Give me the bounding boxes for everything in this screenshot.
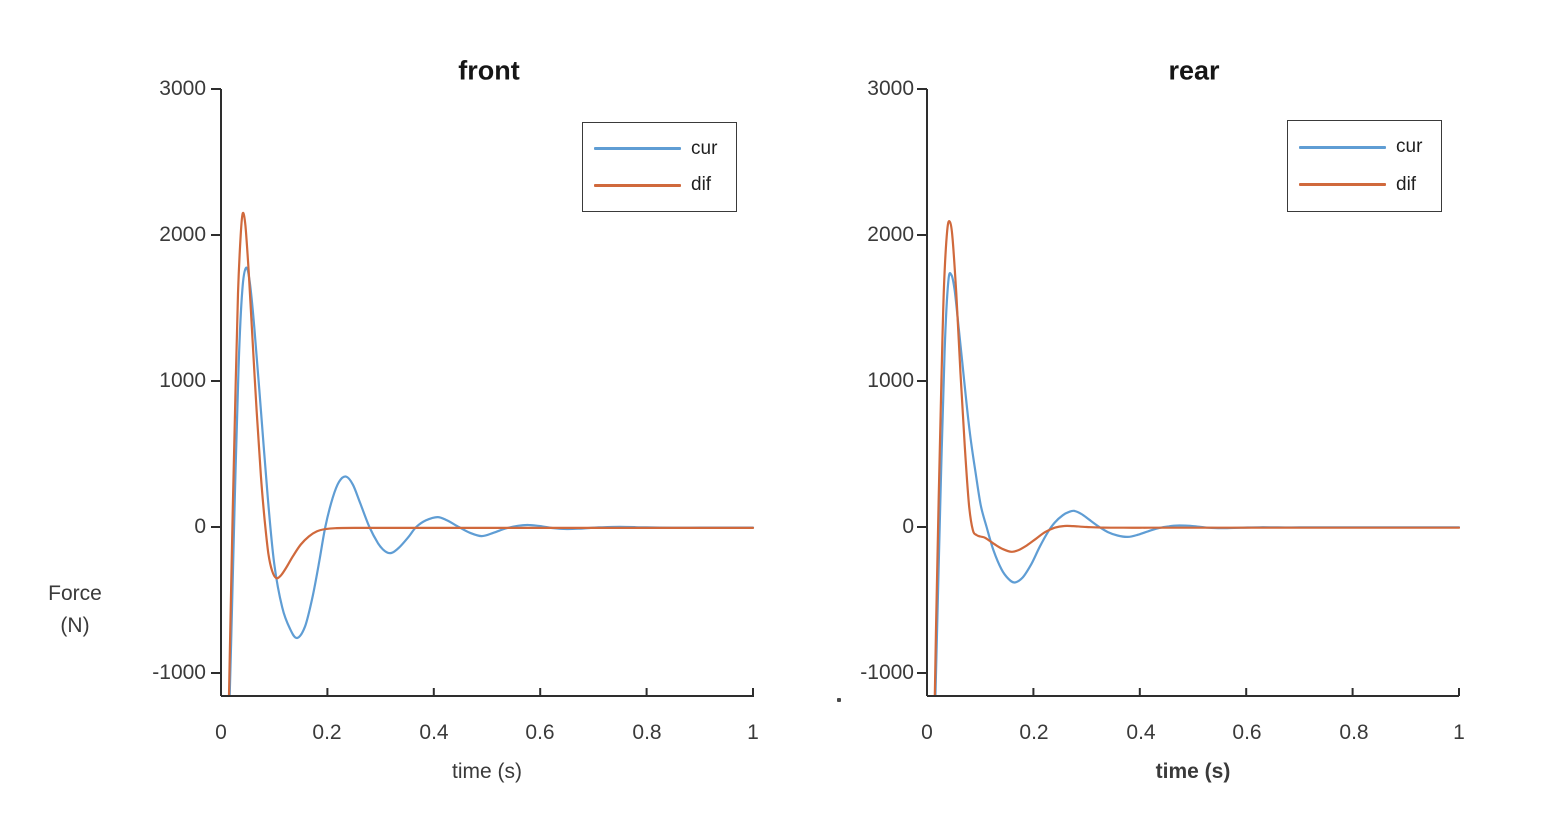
shared-yaxis-label: Force (N) [48, 578, 102, 641]
rear-legend-label-cur: cur [1396, 136, 1423, 158]
dif-line-sample [1299, 183, 1386, 187]
front-xtick-0: 0 [215, 721, 227, 744]
rear-ytick-neg1000: -1000 [860, 660, 914, 684]
rear-xtick-06: 0.6 [1232, 721, 1262, 744]
yaxis-label-line1: Force [48, 582, 102, 605]
front-legend-row-dif: dif [583, 174, 736, 196]
rear-axes [917, 88, 1460, 697]
front-xtick-1: 1 [747, 721, 759, 744]
front-axes [211, 88, 754, 697]
rear-ytick-2000: 2000 [867, 222, 914, 246]
rear-title: rear [1168, 55, 1220, 86]
front-curves [227, 211, 755, 697]
rear-ytick-0: 0 [902, 514, 914, 538]
stray-mark [837, 698, 841, 702]
front-xtick-04: 0.4 [419, 721, 449, 744]
front-xtick-06: 0.6 [525, 721, 555, 744]
rear-xtick-08: 0.8 [1339, 721, 1369, 744]
front-plot-area [211, 88, 755, 697]
front-legend: cur dif [582, 122, 737, 212]
front-series-dif [227, 211, 755, 697]
rear-xaxis-label: time (s) [1155, 760, 1231, 783]
front-ytick-3000: 3000 [159, 76, 206, 100]
rear-legend-label-dif: dif [1396, 173, 1417, 195]
rear-series-cur [934, 271, 1460, 697]
rear-xtick-02: 0.2 [1019, 721, 1049, 744]
dif-line-sample [594, 183, 681, 187]
cur-line-sample [594, 147, 681, 151]
rear-xtick-1: 1 [1453, 721, 1465, 744]
rear-ytick-3000: 3000 [867, 76, 914, 100]
front-xtick-02: 0.2 [312, 721, 342, 744]
front-ytick-2000: 2000 [159, 222, 206, 246]
front-ytick-1000: 1000 [159, 368, 206, 392]
front-legend-label-dif: dif [691, 174, 712, 196]
front-series-cur [228, 266, 755, 697]
rear-legend-row-dif: dif [1288, 174, 1441, 196]
rear-legend-row-cur: cur [1288, 136, 1441, 158]
front-title: front [458, 55, 520, 86]
rear-series-dif [933, 220, 1460, 697]
rear-curves [933, 220, 1460, 697]
rear-xtick-04: 0.4 [1126, 721, 1156, 744]
cur-line-sample [1299, 145, 1386, 149]
front-ytick-neg1000: -1000 [152, 660, 206, 684]
yaxis-label-line2: (N) [60, 613, 90, 637]
rear-plot-area [917, 88, 1460, 697]
front-xaxis-label: time (s) [452, 760, 522, 783]
front-legend-label-cur: cur [691, 137, 718, 159]
front-xtick-08: 0.8 [632, 721, 662, 744]
rear-ytick-1000: 1000 [867, 368, 914, 392]
rear-legend: cur dif [1287, 120, 1442, 212]
rear-xtick-0: 0 [921, 721, 933, 744]
front-legend-row-cur: cur [583, 138, 736, 160]
front-ytick-0: 0 [194, 514, 206, 538]
